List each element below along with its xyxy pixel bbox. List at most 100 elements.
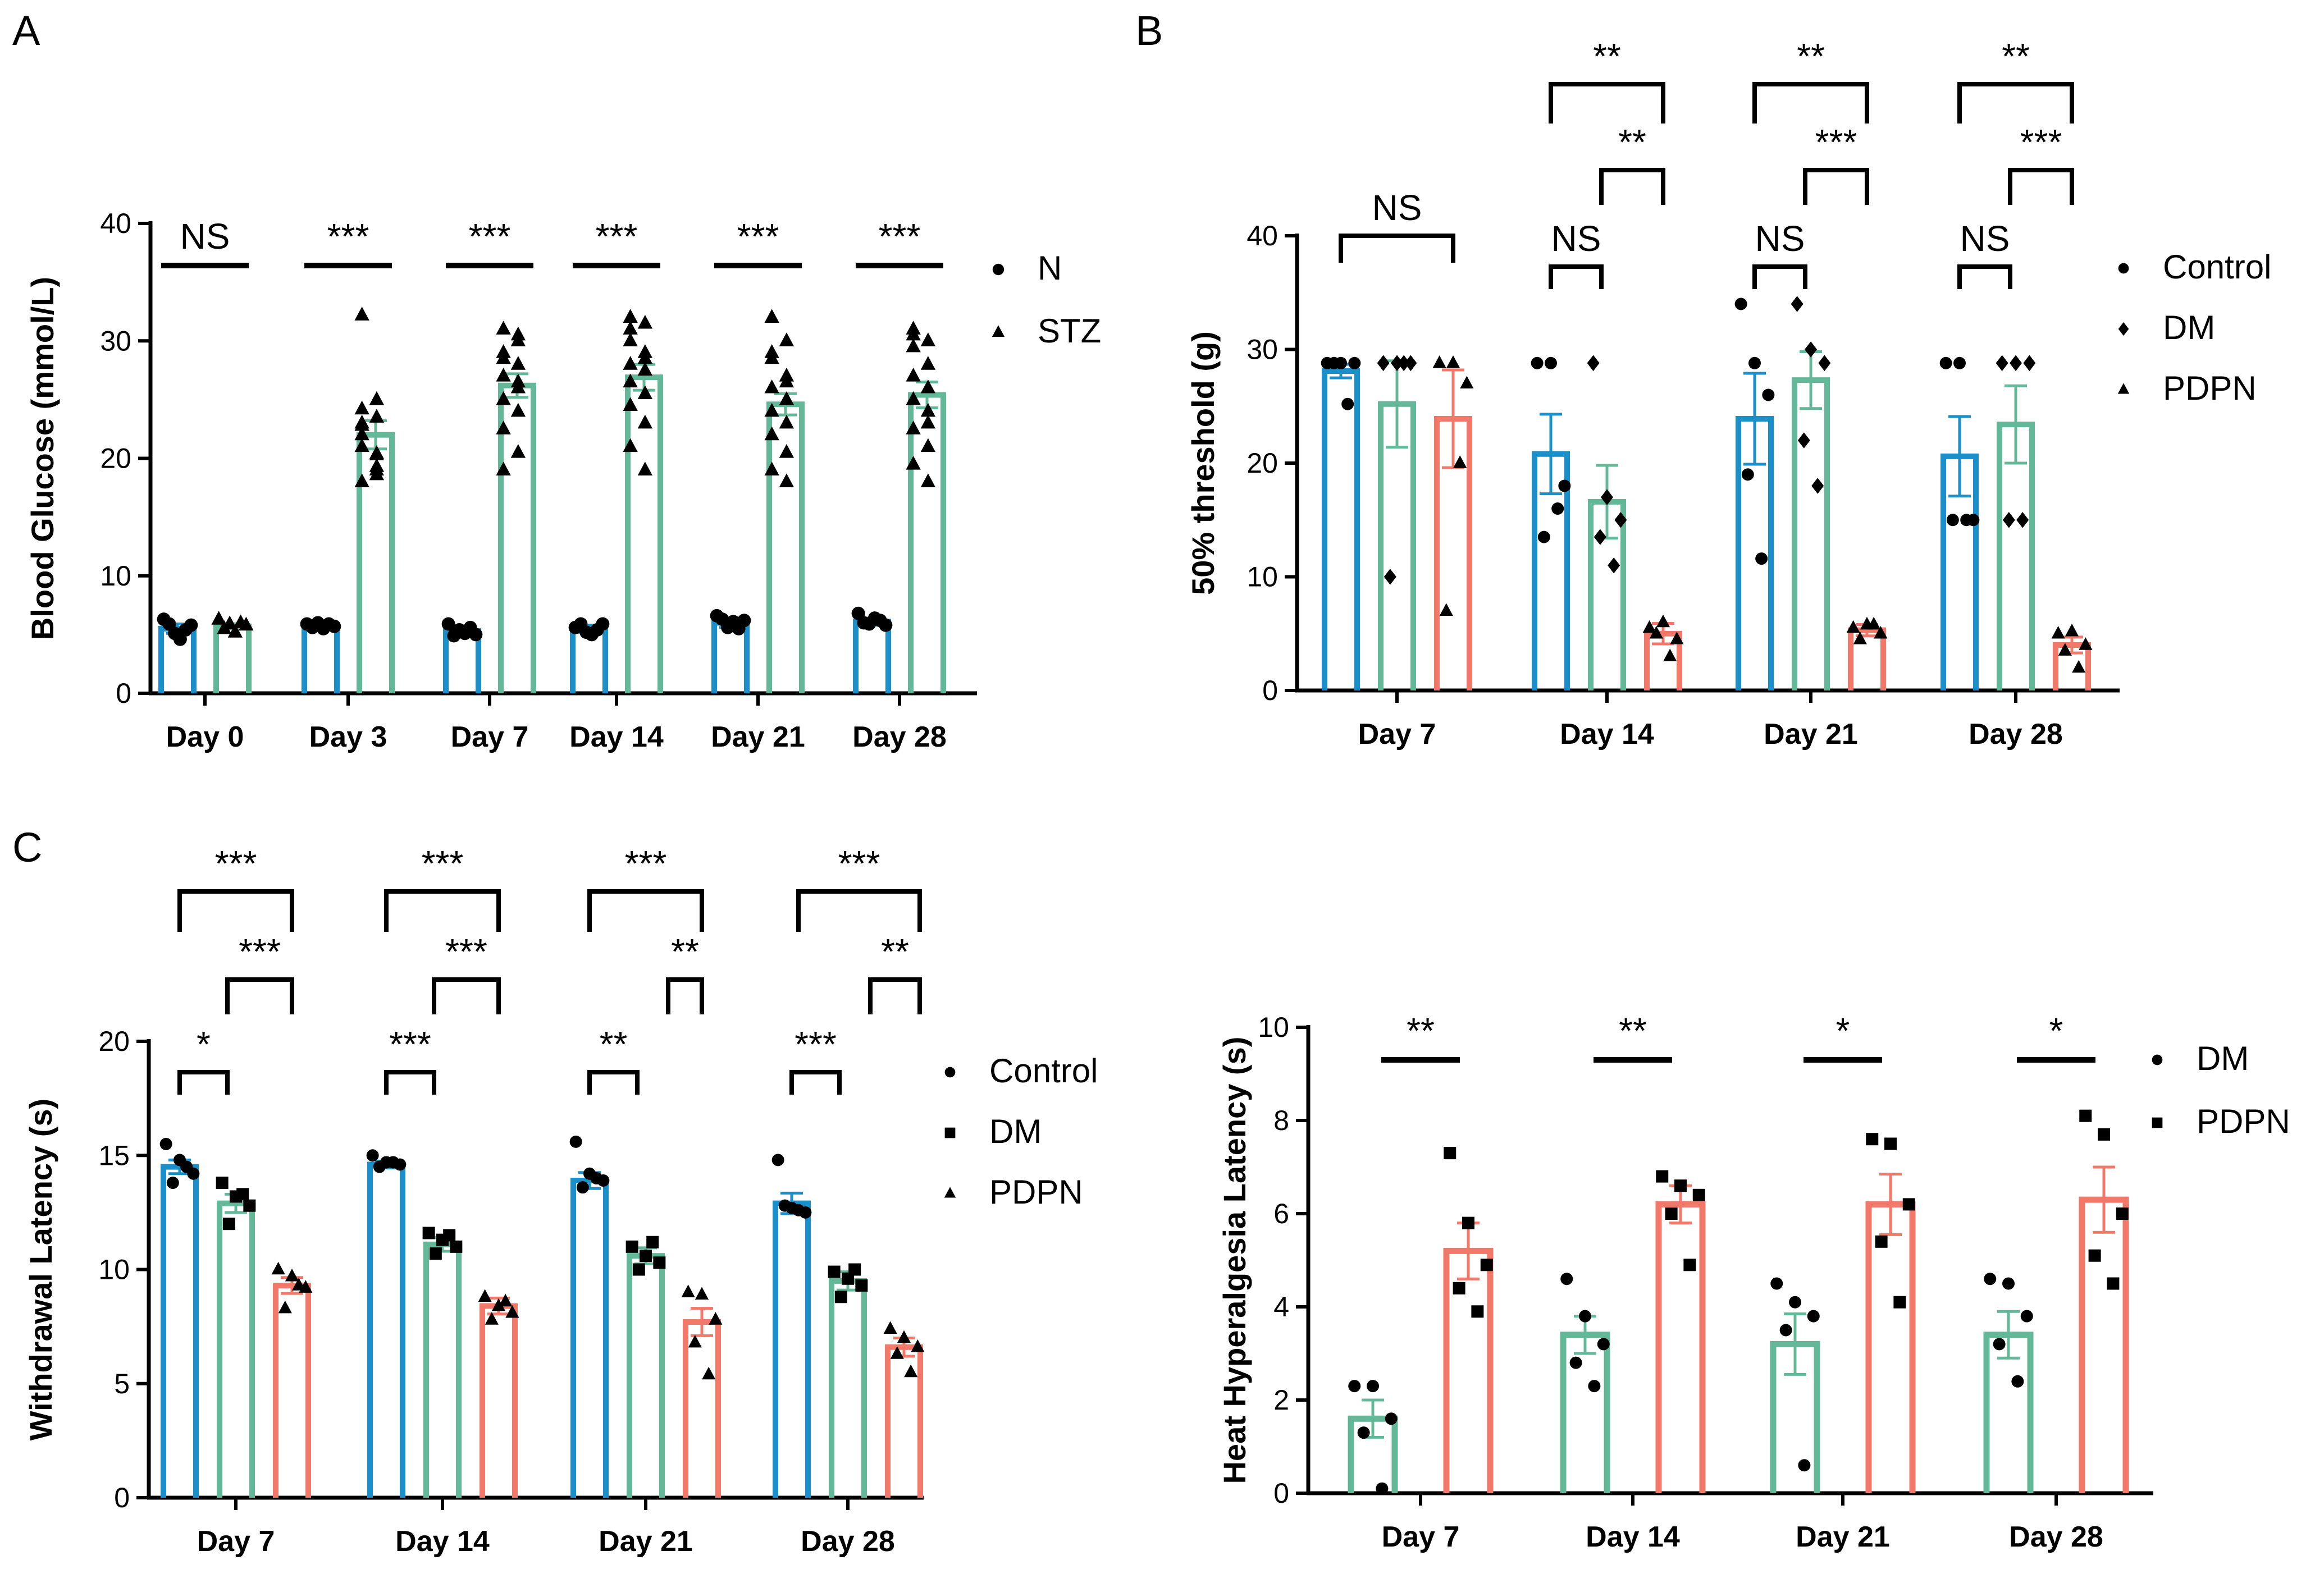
- data-point: [387, 1156, 400, 1169]
- significance-label: ***: [215, 843, 257, 884]
- data-point: [1665, 1207, 1678, 1220]
- panel-B: B 0 10 20 30 40 50% threshold (g) Day 7 Day 14 Da…: [1135, 7, 2271, 751]
- y-tick-label: 15: [98, 1140, 130, 1171]
- data-point: [1377, 355, 1390, 372]
- significance-bracket: [1599, 168, 1665, 205]
- data-point: [369, 409, 385, 423]
- data-point: [1444, 1147, 1457, 1160]
- data-point: [1614, 511, 1627, 528]
- data-point: [695, 1287, 709, 1300]
- data-point: [236, 1188, 249, 1201]
- data-point: [441, 617, 455, 631]
- data-point: [596, 617, 610, 631]
- legend-label-pdpn: PDPN: [989, 1173, 1083, 1211]
- data-point: [1993, 1338, 2006, 1351]
- data-point: [779, 391, 795, 405]
- data-point: [1805, 341, 1817, 358]
- data-point: [1384, 569, 1396, 585]
- data-point: [623, 438, 638, 452]
- data-point: [834, 1291, 847, 1303]
- significance-label: ***: [422, 843, 464, 884]
- significance-label: NS: [1755, 218, 1805, 259]
- data-point: [2002, 1277, 2015, 1290]
- x-tick-label: Day 21: [1764, 718, 1858, 751]
- y-tick-label: 0: [116, 678, 131, 709]
- data-point: [792, 1204, 805, 1216]
- data-point: [779, 373, 795, 388]
- bar-control: [1322, 368, 1360, 690]
- legend-label-dm: DM: [989, 1113, 1042, 1150]
- data-point: [496, 321, 511, 335]
- data-point: [637, 362, 653, 376]
- y-axis-label: Withdrawal Latency (s): [23, 1099, 58, 1440]
- data-point: [2079, 1109, 2092, 1122]
- significance-label: NS: [1551, 218, 1601, 259]
- significance-label: ***: [445, 931, 487, 972]
- data-point: [354, 473, 369, 487]
- legend-marker-control: [2118, 263, 2129, 274]
- data-point: [510, 356, 526, 370]
- data-point: [646, 1236, 659, 1248]
- data-point: [373, 1160, 386, 1173]
- data-point: [779, 473, 795, 487]
- significance-label: ***: [838, 843, 880, 884]
- data-point: [1385, 1412, 1398, 1425]
- data-point: [2058, 643, 2072, 656]
- data-point: [906, 326, 921, 341]
- x-tick-label: Day 14: [395, 1525, 490, 1558]
- data-point: [354, 438, 369, 452]
- y-tick-label: 30: [1247, 334, 1278, 365]
- data-point: [2011, 1375, 2024, 1388]
- data-point: [764, 426, 779, 441]
- significance-label: ***: [327, 216, 369, 257]
- y-axis-label: 50% threshold (g): [1185, 331, 1221, 595]
- panel-label: B: [1135, 7, 1163, 54]
- data-point: [681, 1284, 695, 1297]
- data-point: [1846, 620, 1860, 633]
- data-point: [1670, 632, 1684, 644]
- legend-label-pdpn: PDPN: [2163, 369, 2257, 407]
- data-point: [1798, 1459, 1811, 1472]
- x-tick-label: Day 7: [1358, 718, 1436, 751]
- data-point: [1579, 1310, 1591, 1323]
- data-point: [443, 1229, 456, 1242]
- data-point: [2088, 1249, 2101, 1262]
- significance-label: ***: [596, 216, 638, 257]
- data-point: [159, 1137, 172, 1150]
- data-point: [369, 445, 385, 459]
- data-point: [920, 473, 936, 487]
- data-point: [1537, 530, 1550, 543]
- bar-control: [773, 1200, 811, 1498]
- data-point: [855, 1279, 868, 1292]
- legend-label-n: N: [1038, 249, 1062, 287]
- significance-bracket: [666, 977, 704, 1014]
- data-point: [166, 1177, 179, 1190]
- data-point: [1446, 355, 1460, 368]
- data-point: [625, 1240, 638, 1253]
- data-point: [688, 1334, 702, 1348]
- legend-label-pdpn: PDPN: [2197, 1103, 2290, 1140]
- legend-marker-dm: [2118, 322, 2129, 336]
- data-point: [496, 391, 511, 405]
- data-point: [1867, 616, 1881, 630]
- bar-pdpn: [885, 1344, 923, 1498]
- panel-C: C 0 5 10 15 20 Withdrawal Latency (s) Day 7 Day …: [12, 824, 1098, 1558]
- data-point: [1327, 356, 1340, 369]
- y-tick-label: 10: [98, 1254, 130, 1286]
- data-point: [779, 414, 795, 429]
- data-point: [1853, 632, 1867, 644]
- data-point: [779, 332, 795, 346]
- data-point: [469, 628, 483, 642]
- x-tick-label: Day 14: [1586, 1521, 1680, 1553]
- data-point: [2065, 623, 2079, 637]
- data-point: [243, 1199, 256, 1212]
- data-point: [779, 444, 795, 458]
- data-point: [1789, 1296, 1801, 1309]
- legend-marker-n: [992, 263, 1005, 276]
- data-point: [1649, 626, 1663, 639]
- data-point: [496, 368, 511, 382]
- data-point: [1946, 514, 1959, 527]
- y-tick-label: 30: [100, 325, 131, 356]
- data-point: [890, 1346, 904, 1359]
- significance-label: ***: [879, 216, 921, 257]
